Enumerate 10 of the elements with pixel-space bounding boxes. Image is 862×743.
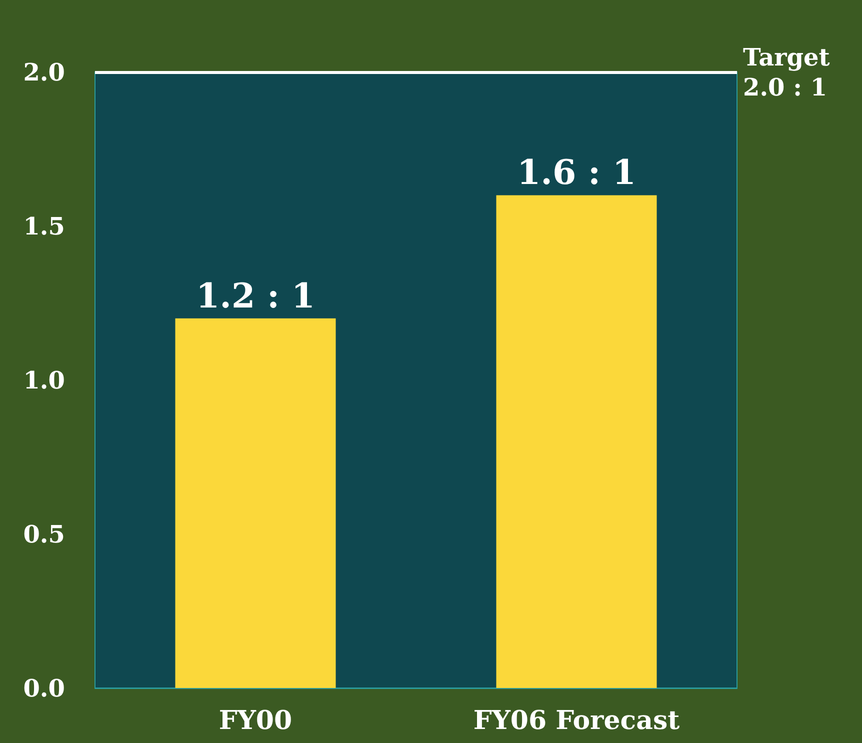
y-tick-label: 1.5 xyxy=(23,212,65,240)
y-tick-label: 0.0 xyxy=(23,674,65,702)
x-tick-label: FY00 xyxy=(218,706,292,736)
y-tick-label: 2.0 xyxy=(23,58,65,86)
ref-line-label: Target 2.0 : 1 xyxy=(743,42,830,102)
x-tick-label: FY06 Forecast xyxy=(473,706,680,736)
y-tick-label: 0.5 xyxy=(23,520,65,548)
y-tick-label: 1.0 xyxy=(23,366,65,394)
data-label: 1.6 : 1 xyxy=(516,153,636,194)
data-label: 1.2 : 1 xyxy=(196,276,316,316)
